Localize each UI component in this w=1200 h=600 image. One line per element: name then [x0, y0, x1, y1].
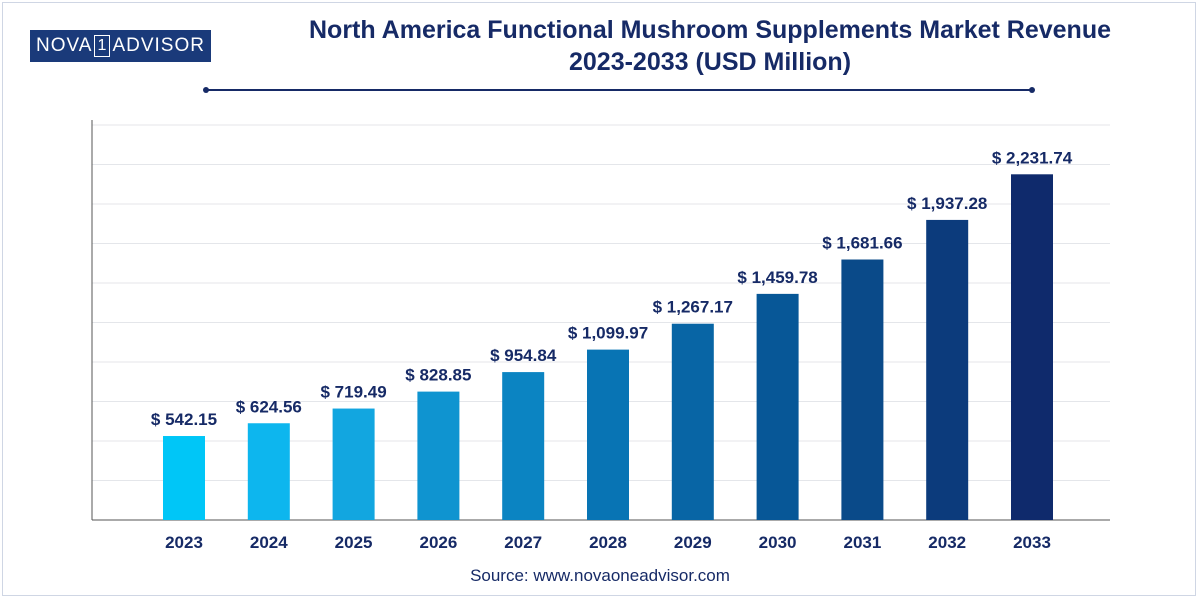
x-tick-label: 2025: [335, 533, 373, 552]
data-label: $ 719.49: [321, 383, 387, 402]
bar: [163, 436, 205, 520]
data-label: $ 2,231.74: [992, 148, 1073, 167]
brand-logo: NOVA 1 ADVISOR: [30, 30, 211, 62]
data-label: $ 1,937.28: [907, 194, 987, 213]
x-tick-label: 2028: [589, 533, 627, 552]
bar: [756, 293, 799, 520]
bar: [417, 391, 460, 520]
x-tick-label: 2031: [843, 533, 881, 552]
bar: [587, 349, 629, 520]
data-label: $ 954.84: [490, 346, 557, 365]
data-label: $ 828.85: [405, 366, 471, 385]
x-tick-label: 2027: [504, 533, 542, 552]
x-tick-label: 2024: [250, 533, 288, 552]
data-label: $ 1,681.66: [822, 234, 902, 253]
data-label: $ 1,099.97: [568, 324, 648, 343]
bar: [671, 323, 714, 520]
bar: [841, 259, 884, 520]
bar: [332, 408, 375, 520]
data-label: $ 624.56: [236, 397, 302, 416]
x-tick-label: 2026: [419, 533, 457, 552]
x-tick-label: 2030: [759, 533, 797, 552]
brand-logo-mark: 1: [94, 35, 111, 57]
data-label: $ 542.15: [151, 410, 217, 429]
x-tick-label: 2033: [1013, 533, 1051, 552]
chart-title: North America Functional Mushroom Supple…: [230, 14, 1190, 78]
chart-title-line2: 2023-2033 (USD Million): [568, 48, 852, 76]
data-label: $ 1,459.78: [737, 268, 817, 287]
bar: [926, 219, 969, 520]
x-tick-label: 2029: [674, 533, 712, 552]
x-tick-label: 2032: [928, 533, 966, 552]
chart-title-line1: North America Functional Mushroom Supple…: [309, 16, 1111, 44]
bar: [1011, 174, 1053, 520]
bar: [502, 372, 545, 520]
data-label: $ 1,267.17: [653, 298, 733, 317]
title-divider: [203, 87, 1035, 93]
brand-logo-right: ADVISOR: [112, 35, 205, 56]
source-note: Source: www.novaoneadvisor.com: [470, 566, 730, 585]
x-tick-label: 2023: [165, 533, 203, 552]
brand-logo-left: NOVA: [36, 35, 93, 56]
bar: [247, 423, 290, 520]
